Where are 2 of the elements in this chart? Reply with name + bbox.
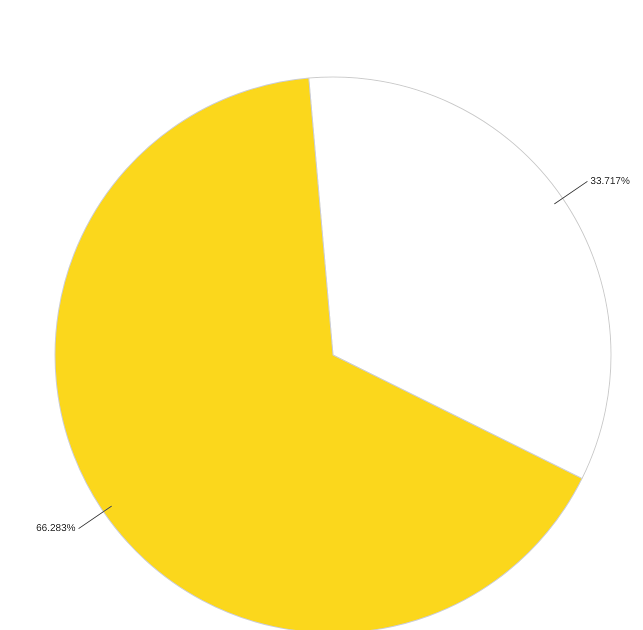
data-label: 66.283% <box>36 523 76 534</box>
data-label: 33.717% <box>590 176 630 187</box>
